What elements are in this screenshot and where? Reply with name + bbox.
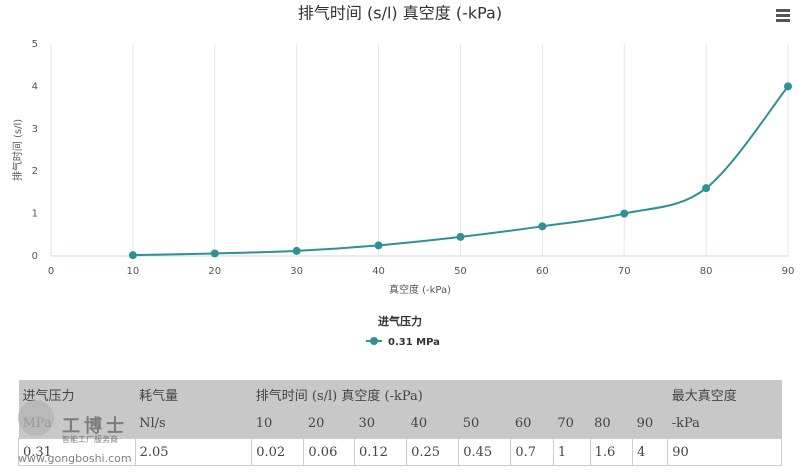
y-axis-label: 排气时间 (s/l)	[11, 119, 24, 181]
point	[128, 251, 137, 260]
table-cell: 0.25	[406, 438, 460, 466]
chart-title: 排气时间 (s/l) 真空度 (-kPa)	[298, 4, 502, 23]
x-tick-label: 20	[208, 266, 221, 277]
table-cell: 20	[303, 409, 355, 439]
x-tick-label: 10	[127, 266, 140, 277]
y-tick-label: 0	[32, 251, 38, 262]
x-tick-label: 60	[536, 266, 549, 277]
x-tick-label: 30	[290, 266, 303, 277]
table-cell: 排气时间 (s/l) 真空度 (-kPa)	[251, 380, 668, 409]
legend-marker	[370, 337, 378, 345]
table-cell: 60	[510, 409, 554, 439]
y-tick-label: 1	[32, 209, 38, 220]
legend-entry: 0.31 MPa	[388, 337, 440, 348]
table-cell: 耗气量	[135, 380, 252, 409]
point	[620, 209, 629, 218]
table-row: 0.31 2.05 0.02 0.06 0.12 0.25 0.45 0.7 1 1.6 4 90	[18, 438, 782, 466]
point	[784, 82, 792, 91]
legend-title: 进气压力	[378, 314, 422, 328]
table-cell: 80	[590, 409, 633, 439]
table-cell: 0.02	[251, 438, 305, 466]
table-cell: 30	[354, 409, 407, 439]
point	[374, 241, 383, 250]
table-cell: 0.7	[510, 438, 554, 466]
table-cell: 0.45	[458, 438, 512, 466]
table-cell: 1.6	[589, 438, 634, 466]
y-tick-label: 2	[32, 166, 38, 177]
y-tick-label: 5	[32, 39, 38, 50]
x-tick-label: 70	[618, 266, 631, 277]
menu-bar	[776, 19, 790, 22]
table-cell: 1	[552, 438, 591, 466]
x-tick-label: 40	[372, 266, 385, 277]
table-row: 进气压力 耗气量 排气时间 (s/l) 真空度 (-kPa) 最大真空度	[18, 380, 782, 409]
point	[210, 249, 219, 258]
table-cell: 70	[553, 409, 591, 439]
table-cell: 50	[458, 409, 511, 439]
table-cell: Nl/s	[135, 409, 252, 439]
chart: 排气时间 (s/l) 真空度 (-kPa) 真空度 (-kPa) 排气时间 (s…	[11, 4, 795, 349]
watermark-slogan: 智能工厂服务商	[62, 435, 118, 444]
table-cell: 10	[251, 409, 304, 439]
watermark-logo	[18, 400, 54, 436]
table-cell: 2.05	[134, 438, 253, 466]
x-tick-label: 0	[48, 266, 54, 277]
x-tick-label: 50	[454, 266, 467, 277]
watermark-brand: 工博士	[62, 416, 128, 437]
table-cell: 0.06	[303, 438, 355, 466]
table-cell: 40	[406, 409, 459, 439]
point	[702, 184, 711, 193]
point	[292, 246, 301, 255]
y-tick-label: 3	[32, 124, 38, 135]
table-cell: 4	[632, 438, 669, 466]
table-cell: -kPa	[667, 409, 782, 439]
table-cell: 0.12	[353, 438, 408, 466]
x-tick-label: 80	[700, 266, 713, 277]
menu-bar	[776, 9, 790, 12]
menu-bar	[776, 14, 790, 17]
y-tick-label: 4	[32, 81, 38, 92]
point	[456, 232, 465, 241]
table-cell: 90	[632, 409, 668, 439]
table-cell: 90	[667, 438, 782, 466]
menu-button[interactable]	[772, 5, 794, 25]
table-cell: 最大真空度	[667, 380, 782, 409]
watermark-url: www.gongboshi.com	[18, 452, 132, 465]
point	[538, 222, 547, 231]
x-tick-label: 90	[782, 266, 795, 277]
x-axis-label: 真空度 (-kPa)	[389, 283, 451, 296]
